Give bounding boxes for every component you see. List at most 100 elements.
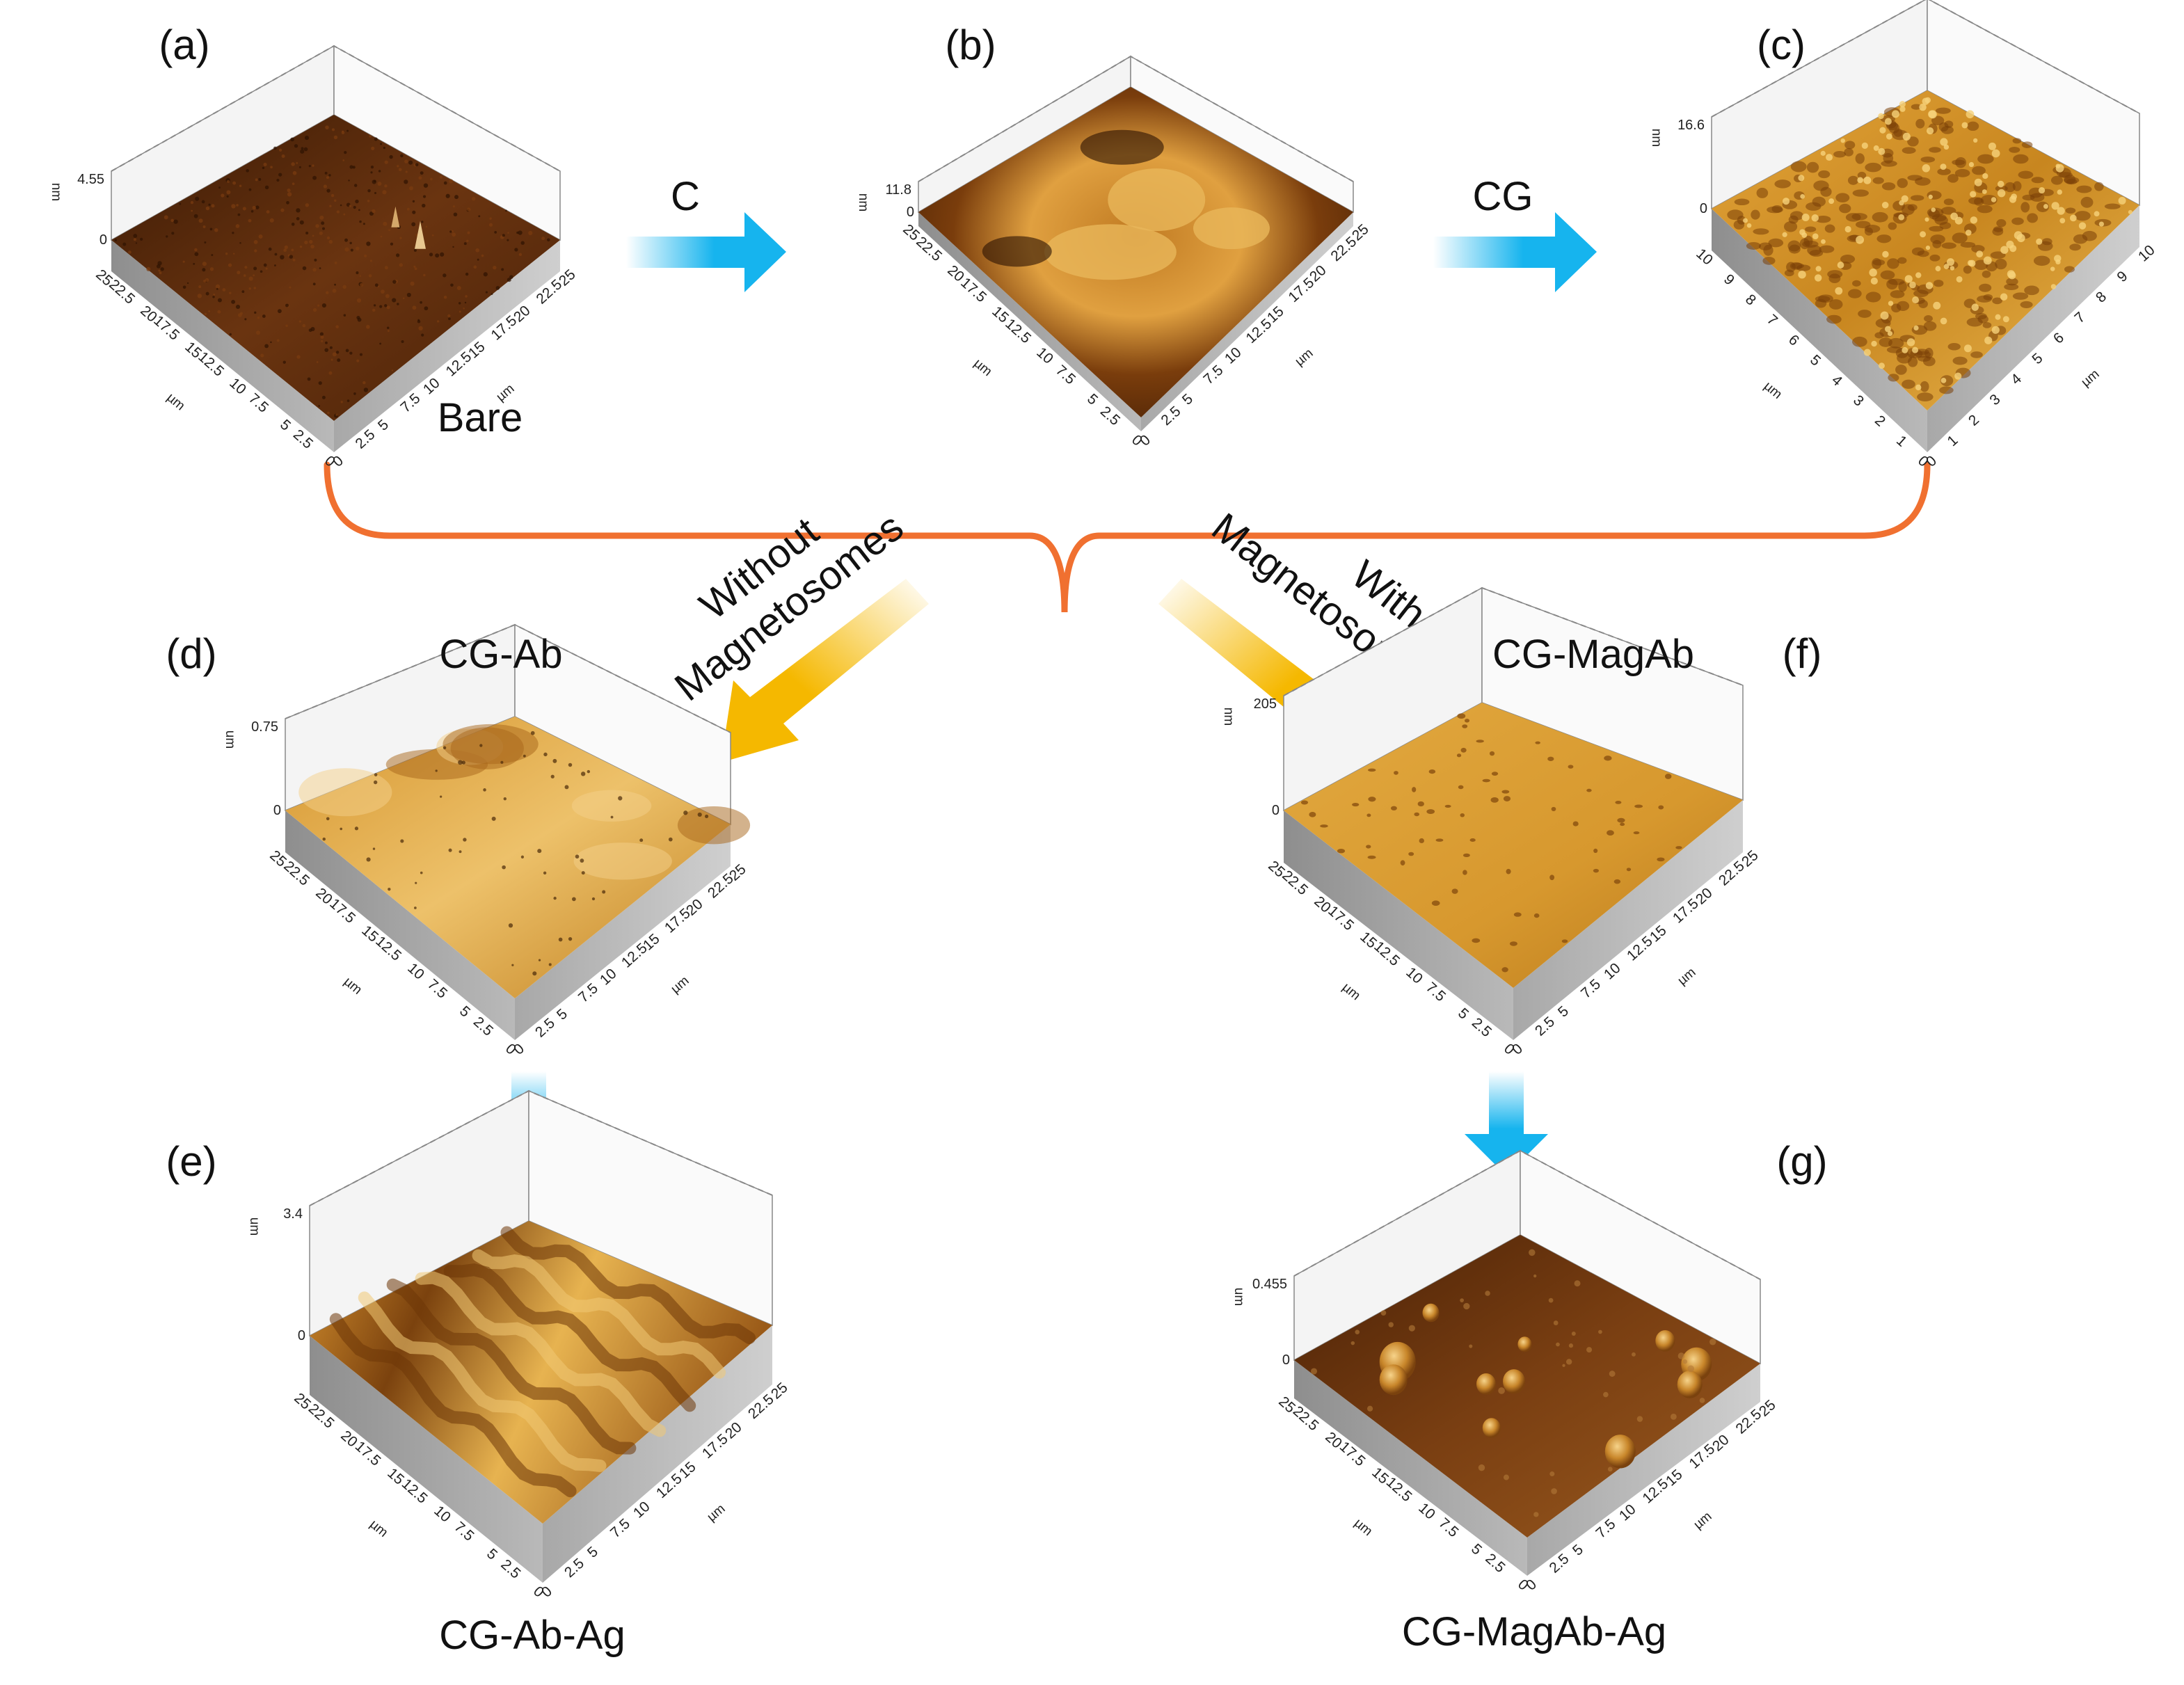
panel-f-z-zero: 0	[1272, 803, 1280, 818]
panel-e-z-max: 3.4	[283, 1206, 303, 1222]
panel-a-box	[111, 45, 561, 241]
panel-d-label: CG-Ab	[439, 632, 562, 677]
panel-g-z-unit: um	[1232, 1288, 1246, 1306]
panel-f-surface	[1284, 703, 1743, 988]
panel-b-surface	[918, 87, 1353, 417]
panel-c-tick-x: 5	[1807, 352, 1824, 369]
arrow-f-to-g	[1465, 1071, 1548, 1176]
panel-d-z-unit: um	[223, 730, 237, 749]
panel-d-right-wall	[515, 824, 731, 1040]
panel-c-letter: (c)	[1757, 22, 1806, 68]
panel-c-tick-x: 3	[1850, 392, 1867, 410]
panel-a-tick-y: 5	[375, 417, 392, 434]
panel-c-z-unit: nm	[1649, 129, 1664, 147]
panel-g-tick-x: 5	[1468, 1541, 1485, 1558]
panel-c-tick-x: 6	[1785, 332, 1802, 349]
panel-b-tick-x: 5	[1084, 391, 1101, 408]
arrow-cg-label: CG	[1473, 174, 1533, 219]
arrow-c: C	[626, 174, 786, 292]
panel-d-z-zero: 0	[273, 803, 281, 818]
panel-g-x-unit: µm	[1351, 1516, 1375, 1539]
panel-e-z-unit: um	[247, 1217, 262, 1236]
panel-f-tick-x: 5	[1455, 1005, 1472, 1023]
panel-c-tick-x: 7	[1764, 312, 1780, 329]
panel-d-x-unit: µm	[341, 975, 365, 998]
panel-c-tick-y: 6	[2050, 330, 2067, 347]
panel-a-tick-x: 5	[277, 417, 294, 434]
panel-g-right-wall	[1527, 1364, 1760, 1576]
panel-d-z-max: 0.75	[251, 719, 278, 735]
panel-e-y-unit: µm	[704, 1501, 728, 1524]
panel-b-y-unit: µm	[1292, 346, 1316, 369]
panel-c-z-max: 16.6	[1677, 118, 1705, 133]
panel-f-x-unit: µm	[1339, 980, 1363, 1003]
panel-e-tick-y: 5	[584, 1544, 601, 1561]
panel-d-box	[285, 623, 731, 826]
panel-b-z-max: 11.8	[886, 182, 911, 198]
panel-c-tick-y: 3	[1986, 391, 2003, 408]
panel-b-letter: (b)	[945, 22, 996, 68]
panel-c-tick-y: 1	[1944, 432, 1961, 449]
panel-b-tick-y: 5	[1179, 391, 1196, 408]
panel-d-y-unit: µm	[668, 973, 692, 996]
panel-f-letter: (f)	[1783, 630, 1822, 677]
panel-f-left-wall	[1284, 810, 1513, 1040]
panel-b-left-wall	[918, 212, 1141, 431]
panel-c-tick-x: 4	[1828, 372, 1845, 390]
panel-c-tick-x: 8	[1742, 292, 1759, 309]
panel-g-box	[1293, 1149, 1761, 1365]
panel-f-z-max: 205	[1254, 696, 1277, 712]
panel-f-right-wall	[1513, 800, 1743, 1040]
panel-a-z-unit: nm	[49, 183, 63, 201]
panel-e-label: CG-Ab-Ag	[439, 1613, 625, 1658]
panel-c-tick-x: 2	[1872, 413, 1888, 430]
panel-b-right-wall	[1141, 212, 1353, 431]
panel-g-y-unit: µm	[1691, 1509, 1714, 1532]
panel-a-z-max: 4.55	[77, 172, 104, 187]
panel-g-tick-y: 5	[1570, 1542, 1586, 1559]
panel-c-tick-y: 8	[2093, 289, 2110, 306]
arrow-cg: CG	[1433, 174, 1597, 292]
panel-f-z-unit: nm	[1221, 708, 1236, 726]
panel-g-letter: (g)	[1776, 1138, 1827, 1185]
panel-f-box	[1283, 586, 1744, 812]
panel-g-z-max: 0.455	[1252, 1277, 1287, 1292]
panel-c-right-wall	[1927, 205, 2139, 452]
panel-e-x-unit: µm	[367, 1517, 390, 1540]
panel-a-surface	[111, 115, 560, 421]
panel-e-right-wall	[543, 1325, 772, 1583]
panel-c-tick-x: 9	[1721, 271, 1737, 289]
panel-d-surface	[285, 717, 751, 998]
panel-f-y-unit: µm	[1675, 965, 1698, 988]
panel-d-tick-y: 5	[554, 1006, 571, 1023]
panel-e-left-wall	[310, 1336, 543, 1583]
panel-g-surface	[1294, 1235, 1760, 1538]
panel-c-tick-y: 9	[2114, 268, 2130, 285]
panel-g-z-zero: 0	[1282, 1352, 1290, 1368]
panel-c-z-zero: 0	[1700, 201, 1707, 216]
panel-c-tick-y: 7	[2071, 309, 2088, 326]
panel-a-left-wall	[111, 240, 334, 452]
panel-c-x-unit: µm	[1761, 379, 1785, 402]
panel-a-label: Bare	[438, 395, 523, 440]
panel-d-left-wall	[285, 810, 515, 1040]
panel-g-label: CG-MagAb-Ag	[1402, 1609, 1666, 1654]
panel-e-z-zero: 0	[298, 1328, 305, 1343]
panel-d-tick-x: 5	[456, 1003, 473, 1021]
panel-e-tick-x: 5	[484, 1546, 500, 1563]
panel-e-letter: (e)	[166, 1138, 216, 1185]
panel-b-x-unit: µm	[971, 356, 995, 379]
panel-c-tick-y: 5	[2029, 350, 2046, 367]
panel-b-z-unit: nm	[856, 193, 870, 211]
panel-a-z-zero: 0	[99, 232, 107, 248]
panel-c-left-wall	[1712, 209, 1927, 452]
panel-c-y-unit: µm	[2078, 367, 2102, 390]
panel-b-box	[918, 55, 1354, 214]
arrow-c-label: C	[671, 174, 700, 219]
